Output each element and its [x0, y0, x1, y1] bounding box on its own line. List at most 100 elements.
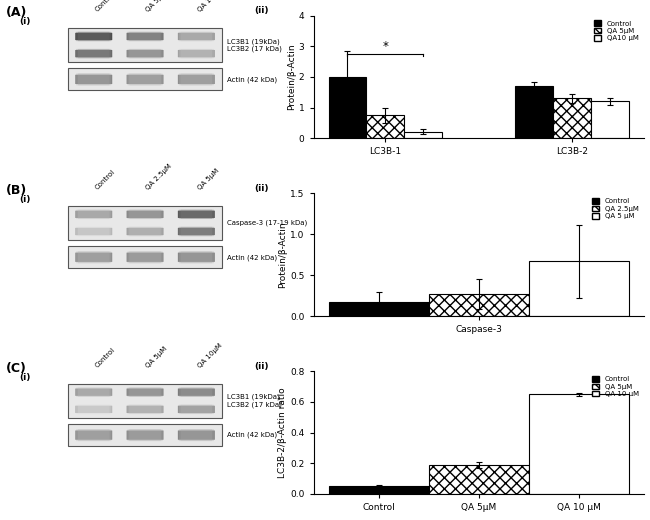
FancyBboxPatch shape: [129, 32, 161, 41]
FancyBboxPatch shape: [178, 431, 215, 440]
FancyBboxPatch shape: [127, 228, 164, 235]
Text: *: *: [382, 41, 388, 54]
FancyBboxPatch shape: [75, 228, 112, 235]
Bar: [68, 424, 222, 446]
FancyBboxPatch shape: [78, 429, 110, 441]
Bar: [328, 302, 428, 316]
FancyBboxPatch shape: [127, 253, 164, 262]
FancyBboxPatch shape: [75, 33, 112, 40]
FancyBboxPatch shape: [76, 32, 111, 41]
FancyBboxPatch shape: [78, 387, 110, 397]
Bar: [528, 262, 629, 316]
FancyBboxPatch shape: [76, 251, 111, 263]
Bar: [404, 132, 442, 138]
FancyBboxPatch shape: [129, 429, 161, 441]
Text: QA 2.5μM: QA 2.5μM: [145, 163, 174, 191]
FancyBboxPatch shape: [78, 210, 110, 219]
FancyBboxPatch shape: [127, 227, 162, 236]
FancyBboxPatch shape: [127, 210, 162, 219]
FancyBboxPatch shape: [127, 50, 164, 57]
FancyBboxPatch shape: [127, 429, 162, 441]
Text: Caspase-3 (17-19 kDa): Caspase-3 (17-19 kDa): [227, 219, 307, 226]
FancyBboxPatch shape: [129, 227, 161, 236]
FancyBboxPatch shape: [178, 406, 215, 413]
FancyBboxPatch shape: [127, 73, 162, 85]
FancyBboxPatch shape: [181, 405, 212, 414]
Y-axis label: Protein/β-Actin: Protein/β-Actin: [287, 44, 296, 110]
Text: (B): (B): [6, 184, 27, 197]
FancyBboxPatch shape: [75, 388, 112, 396]
FancyBboxPatch shape: [75, 253, 112, 262]
FancyBboxPatch shape: [78, 251, 110, 263]
Text: QA 5μM: QA 5μM: [145, 0, 168, 13]
FancyBboxPatch shape: [127, 32, 162, 41]
FancyBboxPatch shape: [179, 387, 214, 397]
Text: (ii): (ii): [254, 361, 268, 371]
Text: (i): (i): [20, 372, 31, 382]
FancyBboxPatch shape: [181, 429, 212, 441]
FancyBboxPatch shape: [76, 429, 111, 441]
Bar: [68, 206, 222, 240]
FancyBboxPatch shape: [178, 75, 215, 84]
Text: Control: Control: [94, 169, 116, 191]
Bar: [68, 384, 222, 418]
FancyBboxPatch shape: [76, 73, 111, 85]
FancyBboxPatch shape: [178, 388, 215, 396]
FancyBboxPatch shape: [178, 50, 215, 57]
Text: QA 5μM: QA 5μM: [196, 167, 220, 191]
FancyBboxPatch shape: [181, 251, 212, 263]
FancyBboxPatch shape: [178, 33, 215, 40]
Text: QA 10μM: QA 10μM: [196, 342, 223, 369]
FancyBboxPatch shape: [178, 211, 215, 218]
FancyBboxPatch shape: [76, 49, 111, 58]
FancyBboxPatch shape: [181, 32, 212, 41]
Bar: [328, 77, 366, 138]
FancyBboxPatch shape: [129, 405, 161, 414]
FancyBboxPatch shape: [181, 387, 212, 397]
FancyBboxPatch shape: [181, 49, 212, 58]
FancyBboxPatch shape: [78, 227, 110, 236]
FancyBboxPatch shape: [181, 227, 212, 236]
Text: (ii): (ii): [254, 6, 268, 15]
FancyBboxPatch shape: [127, 431, 164, 440]
Text: QA 5μM: QA 5μM: [145, 345, 168, 369]
Text: LC3B1 (19kDa)
LC3B2 (17 kDa): LC3B1 (19kDa) LC3B2 (17 kDa): [227, 394, 282, 408]
Bar: [553, 98, 591, 138]
Text: QA 10μM: QA 10μM: [196, 0, 223, 13]
FancyBboxPatch shape: [179, 210, 214, 219]
Bar: [366, 115, 404, 138]
FancyBboxPatch shape: [179, 32, 214, 41]
FancyBboxPatch shape: [127, 251, 162, 263]
FancyBboxPatch shape: [179, 227, 214, 236]
FancyBboxPatch shape: [75, 50, 112, 57]
FancyBboxPatch shape: [127, 405, 162, 414]
FancyBboxPatch shape: [75, 211, 112, 218]
FancyBboxPatch shape: [127, 211, 164, 218]
Text: (i): (i): [20, 17, 31, 26]
FancyBboxPatch shape: [179, 73, 214, 85]
Y-axis label: LC3B-2/β-Actin ratio: LC3B-2/β-Actin ratio: [278, 387, 287, 478]
Legend: Control, QA 2.5μM, QA 5 μM: Control, QA 2.5μM, QA 5 μM: [591, 197, 640, 220]
FancyBboxPatch shape: [76, 387, 111, 397]
Bar: [528, 394, 629, 494]
Legend: Control, QA 5μM, QA 10 μM: Control, QA 5μM, QA 10 μM: [591, 375, 640, 398]
Text: (ii): (ii): [254, 184, 268, 192]
FancyBboxPatch shape: [179, 429, 214, 441]
Text: Actin (42 kDa): Actin (42 kDa): [227, 432, 278, 438]
FancyBboxPatch shape: [181, 210, 212, 219]
FancyBboxPatch shape: [78, 49, 110, 58]
FancyBboxPatch shape: [75, 431, 112, 440]
Y-axis label: Protein/β-Actin: Protein/β-Actin: [278, 222, 287, 288]
FancyBboxPatch shape: [75, 406, 112, 413]
FancyBboxPatch shape: [76, 405, 111, 414]
FancyBboxPatch shape: [178, 253, 215, 262]
FancyBboxPatch shape: [76, 227, 111, 236]
FancyBboxPatch shape: [129, 210, 161, 219]
Bar: [515, 86, 553, 138]
FancyBboxPatch shape: [127, 75, 164, 84]
FancyBboxPatch shape: [127, 388, 164, 396]
FancyBboxPatch shape: [78, 73, 110, 85]
FancyBboxPatch shape: [129, 49, 161, 58]
Bar: [428, 465, 528, 494]
Legend: Control, QA 5μM, QA10 μM: Control, QA 5μM, QA10 μM: [593, 19, 640, 43]
